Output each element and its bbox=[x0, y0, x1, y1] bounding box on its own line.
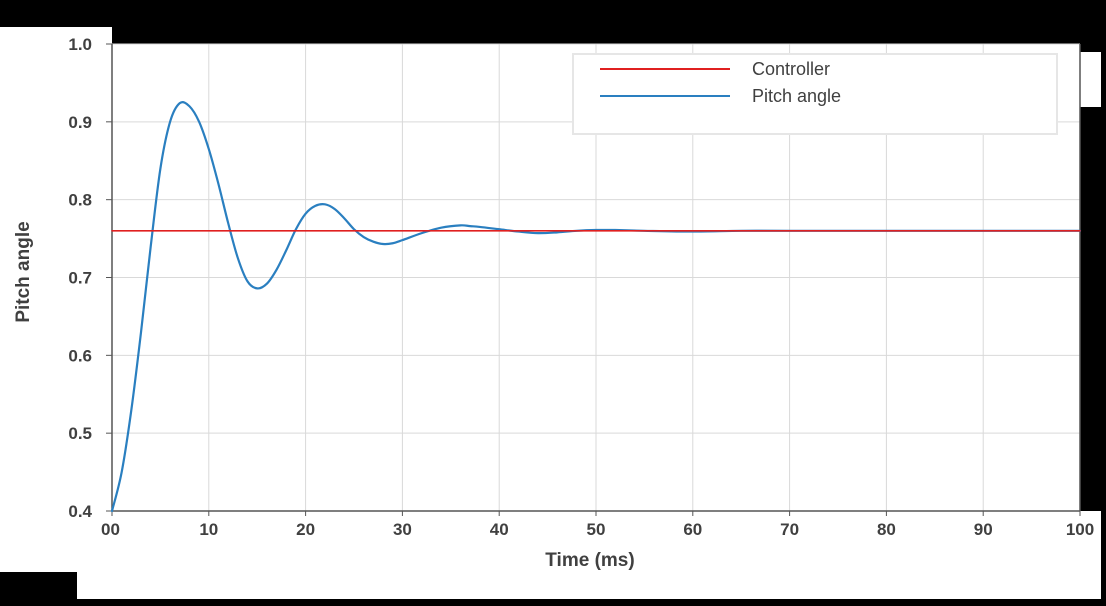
axes bbox=[106, 43, 1081, 516]
y-tick-label: 0.6 bbox=[68, 346, 92, 365]
x-axis-title: Time (ms) bbox=[545, 550, 634, 571]
right-panel bbox=[1080, 52, 1101, 107]
y-tick-label: 0.9 bbox=[68, 113, 92, 132]
legend: Controller Pitch angle bbox=[572, 53, 1058, 135]
series-line-pitch-angle bbox=[110, 101, 1082, 513]
x-tick-label: 20 bbox=[296, 520, 315, 539]
legend-label-pitch-angle: Pitch angle bbox=[752, 86, 841, 106]
series-lines bbox=[110, 101, 1082, 513]
x-tick-label: 30 bbox=[393, 520, 412, 539]
y-tick-label: 0.4 bbox=[68, 502, 92, 521]
x-tick-label: 70 bbox=[780, 520, 799, 539]
x-tick-label: 90 bbox=[974, 520, 993, 539]
y-tick-label: 0.8 bbox=[68, 191, 92, 210]
left-panel bbox=[0, 27, 112, 572]
bottom-panel bbox=[77, 511, 1101, 599]
x-tick-label: 40 bbox=[490, 520, 509, 539]
legend-label-controller: Controller bbox=[752, 59, 830, 79]
x-tick-label: 100 bbox=[1066, 520, 1094, 539]
y-tick-label: 1.0 bbox=[68, 35, 92, 54]
x-tick-label: 10 bbox=[199, 520, 218, 539]
x-tick-label: 80 bbox=[877, 520, 896, 539]
grid bbox=[112, 43, 1081, 511]
y-axis-title: Pitch angle bbox=[13, 221, 34, 322]
x-tick-label: 00 bbox=[101, 520, 120, 539]
y-tick-label: 0.7 bbox=[68, 269, 92, 288]
x-tick-label: 60 bbox=[683, 520, 702, 539]
legend-box bbox=[572, 53, 1058, 135]
x-tick-label: 50 bbox=[587, 520, 606, 539]
tick-labels: 0.4 0.5 0.6 0.7 0.8 0.9 1.0 00 10 20 30 40 50 60 70 80 9… bbox=[68, 35, 1094, 539]
y-tick-label: 0.5 bbox=[68, 424, 92, 443]
